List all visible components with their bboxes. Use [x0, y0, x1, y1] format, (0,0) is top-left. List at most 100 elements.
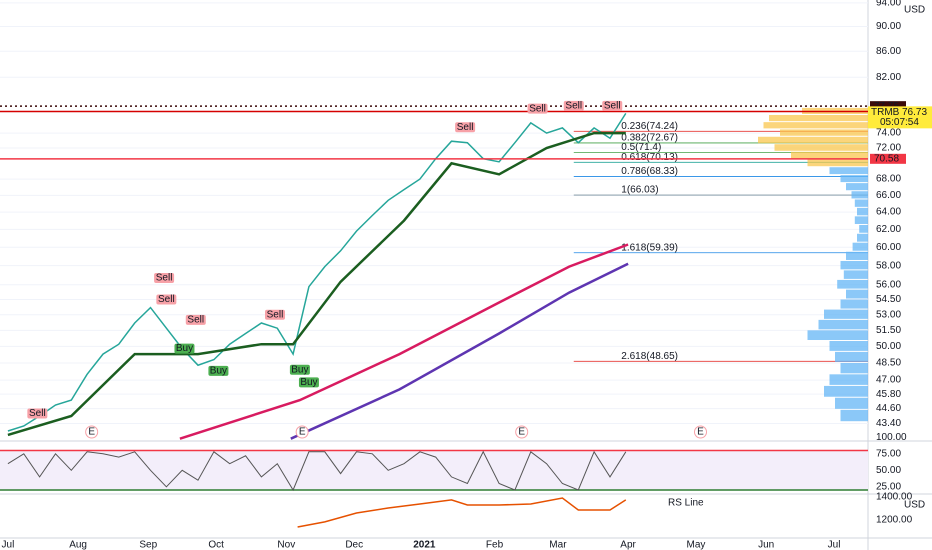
y-tick-label: 1400.00 [876, 492, 913, 503]
signal-label: Sell [158, 294, 175, 305]
earnings-label: E [518, 427, 525, 438]
volume-profile-bar [763, 122, 868, 129]
y-tick-label: 25.00 [876, 481, 901, 492]
price-tag-label: 70.58 [874, 153, 899, 164]
y-tick-label: 68.00 [876, 174, 901, 185]
volume-profile-bar [829, 340, 868, 351]
signal-marker [602, 100, 623, 111]
fib-label: 0.618(70.13) [621, 152, 678, 163]
series-line [297, 497, 627, 528]
series-line [290, 262, 629, 440]
volume-profile-bar [774, 144, 868, 151]
x-tick-label: 2021 [413, 540, 436, 550]
signal-marker [264, 309, 285, 320]
volume-profile-bar [818, 319, 868, 330]
signal-marker [289, 364, 310, 375]
y-tick-label: 53.00 [876, 309, 901, 320]
volume-profile-bar [846, 251, 868, 260]
x-tick-label: Feb [486, 540, 504, 550]
volume-profile-bar [840, 175, 868, 183]
y-tick-label: 64.00 [876, 207, 901, 218]
y-tick-label: 50.00 [876, 465, 901, 476]
earnings-marker [295, 425, 309, 439]
signal-marker [527, 103, 548, 114]
price-tag [870, 101, 906, 112]
signal-marker [27, 408, 48, 419]
volume-profile-bar [857, 207, 868, 216]
signal-marker [156, 294, 177, 305]
volume-profile-bar [851, 191, 868, 199]
series-line [7, 131, 626, 437]
fib-label: 0.382(72.67) [621, 133, 678, 144]
volume-profile-bar [758, 136, 868, 144]
countdown-label: 05:07:54 [880, 117, 919, 128]
volume-profile-bar [829, 374, 868, 385]
x-tick-label: Nov [277, 540, 295, 550]
earnings-label: E [299, 427, 306, 438]
y-tick-label: 62.00 [876, 224, 901, 235]
y-tick-label: 82.00 [876, 72, 901, 83]
volume-profile-bar [840, 299, 868, 309]
symbol-label: TRMB [871, 107, 900, 118]
signal-label: Buy [300, 377, 317, 388]
x-tick-label: May [687, 540, 706, 550]
series-line [7, 112, 627, 432]
fib-label: 0.236(74.24) [621, 121, 678, 132]
y-tick-label: 43.40 [876, 418, 901, 429]
y-tick-label: 94.00 [876, 0, 901, 9]
signal-label: Sell [267, 309, 284, 320]
signal-marker [563, 100, 584, 111]
x-tick-label: Sep [139, 540, 157, 550]
volume-profile-bar [843, 270, 868, 279]
y-tick-label: 74.00 [876, 128, 901, 139]
y-tick-label: 50.00 [876, 341, 901, 352]
fib-label: 1(66.03) [621, 185, 658, 196]
signal-label: Buy [291, 364, 308, 375]
volume-profile-bar [769, 114, 868, 122]
y-tick-label: 60.00 [876, 242, 901, 253]
fib-label: 0.786(68.33) [621, 166, 678, 177]
signal-marker [208, 365, 229, 376]
signal-label: Sell [565, 100, 582, 111]
y-tick-label: 66.00 [876, 190, 901, 201]
y-tick-label: 45.80 [876, 389, 901, 400]
volume-profile-bar [780, 129, 868, 136]
volume-profile-bar [791, 151, 868, 159]
volume-profile-bar [835, 397, 868, 409]
fib-label: 1.618(59.39) [621, 242, 678, 253]
last-price-label: 76.73 [902, 107, 927, 118]
signal-marker [154, 272, 175, 283]
signal-label: Buy [176, 343, 193, 354]
signal-label: Sell [604, 100, 621, 111]
y-tick-label: 44.60 [876, 403, 901, 414]
signal-marker [455, 122, 476, 133]
signal-label: Sell [529, 103, 546, 114]
currency-label: USD [904, 500, 925, 511]
signal-marker [185, 314, 206, 325]
fib-label: 0.5(71.4) [621, 142, 661, 153]
price-tag [870, 153, 906, 164]
earnings-label: E [697, 427, 704, 438]
y-tick-label: 86.00 [876, 46, 901, 57]
volume-profile-bar [846, 183, 868, 191]
volume-profile-bar [807, 159, 868, 167]
volume-profile-bar [824, 385, 868, 397]
y-tick-label: 54.50 [876, 294, 901, 305]
volume-profile-bar [829, 167, 868, 175]
volume-profile-bar [857, 233, 868, 242]
volume-profile-bar [807, 330, 868, 340]
x-tick-label: Dec [345, 540, 363, 550]
y-tick-label: 48.50 [876, 358, 901, 369]
signal-label: Sell [457, 122, 474, 133]
volume-profile-bar [846, 289, 868, 299]
volume-profile-bar [840, 362, 868, 374]
x-tick-label: Jul [828, 540, 841, 550]
x-tick-label: Apr [620, 540, 636, 550]
currency-label: USD [904, 5, 925, 16]
band-fill [0, 450, 868, 491]
last-price-tag [868, 106, 932, 129]
price-tag-label: 77.75 [874, 101, 899, 112]
x-tick-label: Oct [208, 540, 224, 550]
earnings-label: E [88, 427, 95, 438]
